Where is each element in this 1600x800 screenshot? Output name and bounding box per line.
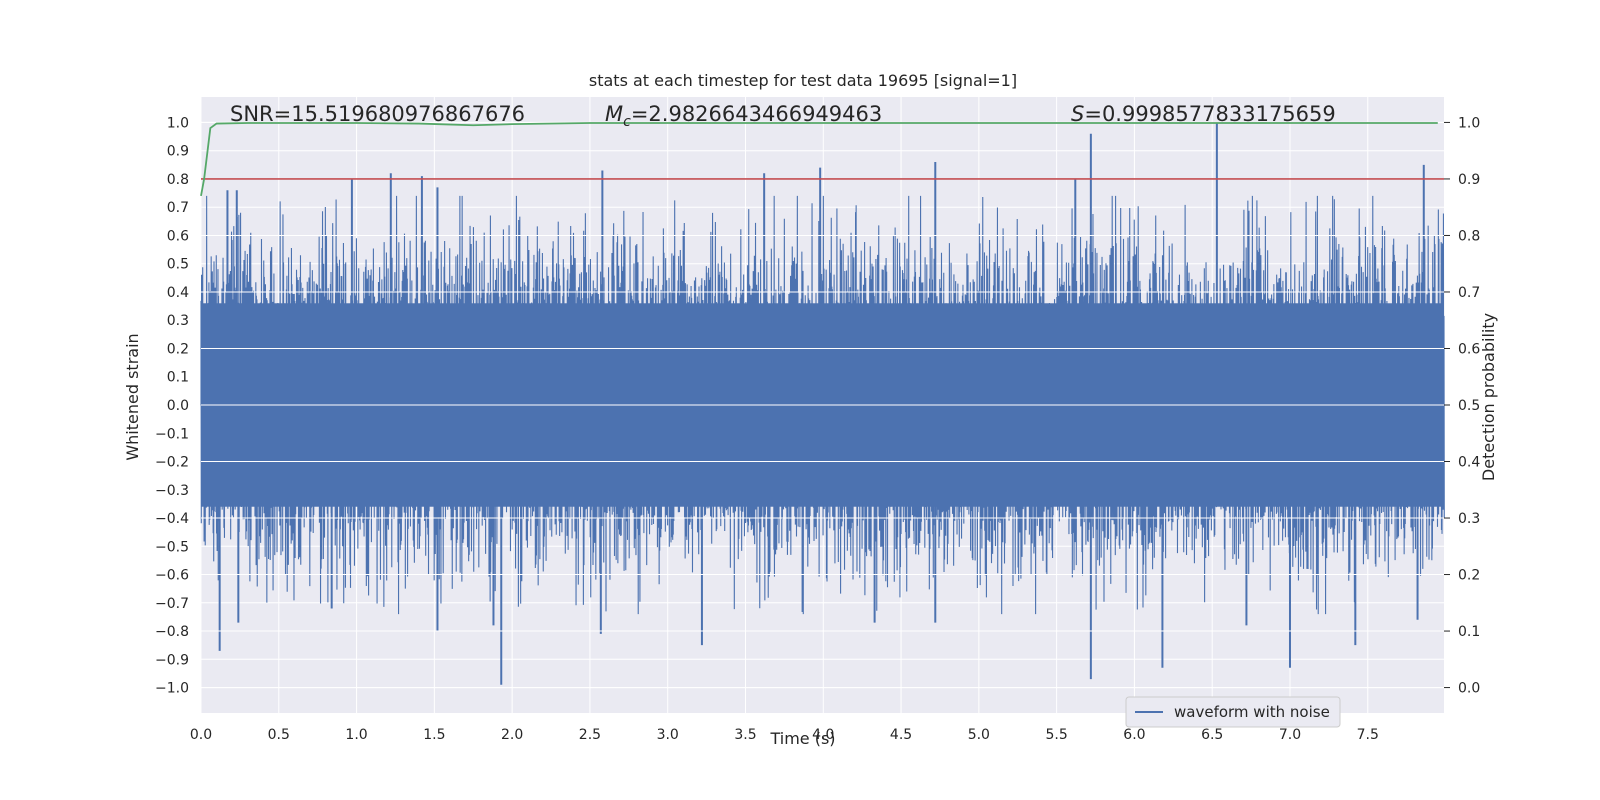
x-tick-label: 5.0 — [968, 727, 990, 743]
legend-label-waveform: waveform with noise — [1174, 703, 1330, 721]
x-tick-label: 7.5 — [1357, 727, 1379, 743]
y-tick-label-right: 0.9 — [1458, 172, 1480, 188]
y-tick-label-left: 0.2 — [167, 341, 189, 357]
probability-line — [200, 122, 1438, 197]
s-annotation: S=0.9998577833175659 — [1071, 102, 1336, 126]
x-tick-label: 7.0 — [1279, 727, 1301, 743]
x-tick-label: 2.0 — [501, 727, 523, 743]
x-tick-label: 2.5 — [579, 727, 601, 743]
chirp-mass-symbol: M — [605, 102, 623, 126]
chart-title: stats at each timestep for test data 196… — [589, 71, 1017, 90]
x-axis-ticks: 0.0 0.5 1.0 1.5 2.0 2.5 3.0 3.5 4.0 4.5 5.0 5.5 6.0 6… — [190, 727, 1379, 743]
y-tick-label-left: 0.1 — [167, 370, 189, 386]
y-tick-label-left: −0.7 — [155, 596, 189, 612]
s-symbol: S — [1071, 102, 1084, 126]
chirp-mass-annotation: Mc=2.9826643466949463 — [605, 102, 882, 130]
x-tick-label: 0.5 — [268, 727, 290, 743]
y-tick-label-left: 1.0 — [167, 115, 189, 131]
y-tick-label-left: −0.9 — [155, 652, 189, 668]
y-axis-right-label: Detection probability — [1479, 313, 1498, 481]
x-tick-label: 5.5 — [1045, 727, 1067, 743]
y-tick-label-left: −0.8 — [155, 624, 189, 640]
x-tick-label: 0.0 — [190, 727, 212, 743]
y-tick-label-right: 0.5 — [1458, 398, 1480, 414]
x-axis-label: Time (s) — [769, 729, 835, 748]
y-tick-label-left: −0.2 — [155, 455, 189, 471]
x-tick-label: 6.0 — [1123, 727, 1145, 743]
y-tick-label-left: 0.9 — [167, 144, 189, 160]
x-tick-label: 1.0 — [345, 727, 367, 743]
y-tick-label-left: −0.1 — [155, 426, 189, 442]
y-tick-label-right: 0.6 — [1458, 341, 1480, 357]
y-axis-left-label: Whitened strain — [123, 333, 142, 460]
snr-annotation-text: SNR=15.519680976867676 — [230, 102, 525, 126]
y-tick-label-right: 1.0 — [1458, 115, 1480, 131]
y-tick-label-right: 0.7 — [1458, 285, 1480, 301]
y-tick-label-left: 0.4 — [167, 285, 189, 301]
x-tick-label: 3.5 — [734, 727, 756, 743]
y-tick-label-right: 0.0 — [1458, 681, 1480, 697]
x-tick-label: 4.5 — [890, 727, 912, 743]
y-tick-label-left: −0.5 — [155, 539, 189, 555]
y-tick-label-right: 0.8 — [1458, 228, 1480, 244]
y-tick-label-left: −1.0 — [155, 681, 189, 697]
x-tick-label: 6.5 — [1201, 727, 1223, 743]
y-tick-label-left: 0.8 — [167, 172, 189, 188]
y-tick-label-left: 0.7 — [167, 200, 189, 216]
y-tick-label-left: 0.0 — [167, 398, 189, 414]
y-tick-label-left: 0.6 — [167, 228, 189, 244]
x-tick-label: 3.0 — [657, 727, 679, 743]
snr-annotation: SNR=15.519680976867676 — [230, 102, 525, 126]
y-tick-label-left: 0.3 — [167, 313, 189, 329]
legend: waveform with noise — [1125, 696, 1341, 728]
chirp-mass-subscript: c — [623, 114, 631, 130]
chirp-mass-value: =2.9826643466949463 — [631, 102, 882, 126]
y-tick-label-right: 0.2 — [1458, 568, 1480, 584]
y-axis-right-ticks: 1.0 0.9 0.8 0.7 0.6 0.5 0.4 0.3 0.2 0.1 0.0 — [1444, 115, 1480, 697]
y-tick-label-right: 0.4 — [1458, 455, 1480, 471]
y-tick-label-right: 0.1 — [1458, 624, 1480, 640]
probability-series — [200, 122, 1444, 197]
y-tick-label-left: 0.5 — [167, 257, 189, 273]
y-tick-label-left: −0.6 — [155, 568, 189, 584]
y-tick-label-left: −0.3 — [155, 483, 189, 499]
y-tick-label-right: 0.3 — [1458, 511, 1480, 527]
legend-frame — [1125, 696, 1341, 728]
y-axis-left-ticks: 1.0 0.9 0.8 0.7 0.6 0.5 0.4 0.3 0.2 0.1 0.0 −0.1 −0.… — [155, 115, 189, 696]
y-tick-label-left: −0.4 — [155, 511, 189, 527]
x-tick-label: 4.0 — [812, 727, 834, 743]
x-tick-label: 1.5 — [423, 727, 445, 743]
s-value: =0.9998577833175659 — [1084, 102, 1335, 126]
